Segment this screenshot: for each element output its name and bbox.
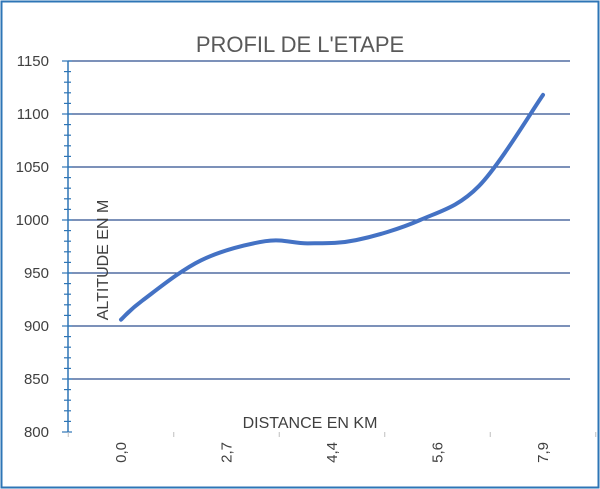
series-altitude — [119, 92, 545, 322]
y-tick-label-850: 850 — [24, 371, 49, 388]
x-tick-label-4-4: 4,4 — [324, 442, 341, 463]
chart-title: PROFIL DE L'ETAPE — [196, 32, 404, 57]
y-tick-label-950: 950 — [24, 265, 49, 282]
x-tick-label-7-9: 7,9 — [535, 442, 552, 463]
x-axis-title: DISTANCE EN KM — [243, 415, 378, 432]
series-line-altitude — [119, 92, 545, 322]
y-tick-label-1150: 1150 — [17, 53, 49, 70]
y-tick-label-900: 900 — [24, 318, 49, 335]
y-tick-labels: 1150 1100 1050 1000 950 900 850 800 — [16, 53, 49, 441]
y-tick-label-1000: 1000 — [16, 212, 49, 229]
y-tick-label-800: 800 — [24, 424, 49, 441]
x-tick-label-2-7: 2,7 — [219, 442, 236, 463]
y-tick-label-1050: 1050 — [16, 159, 49, 176]
x-tick-labels: 0,0 2,7 4,4 5,6 7,9 — [113, 442, 552, 463]
x-tick-label-0-0: 0,0 — [113, 442, 130, 463]
x-tick-label-5-6: 5,6 — [430, 442, 447, 463]
y-axis — [62, 60, 597, 437]
y-axis-title: ALTITUDE EN M — [95, 200, 112, 321]
gridlines — [68, 60, 570, 380]
y-tick-label-1100: 1100 — [17, 106, 49, 123]
